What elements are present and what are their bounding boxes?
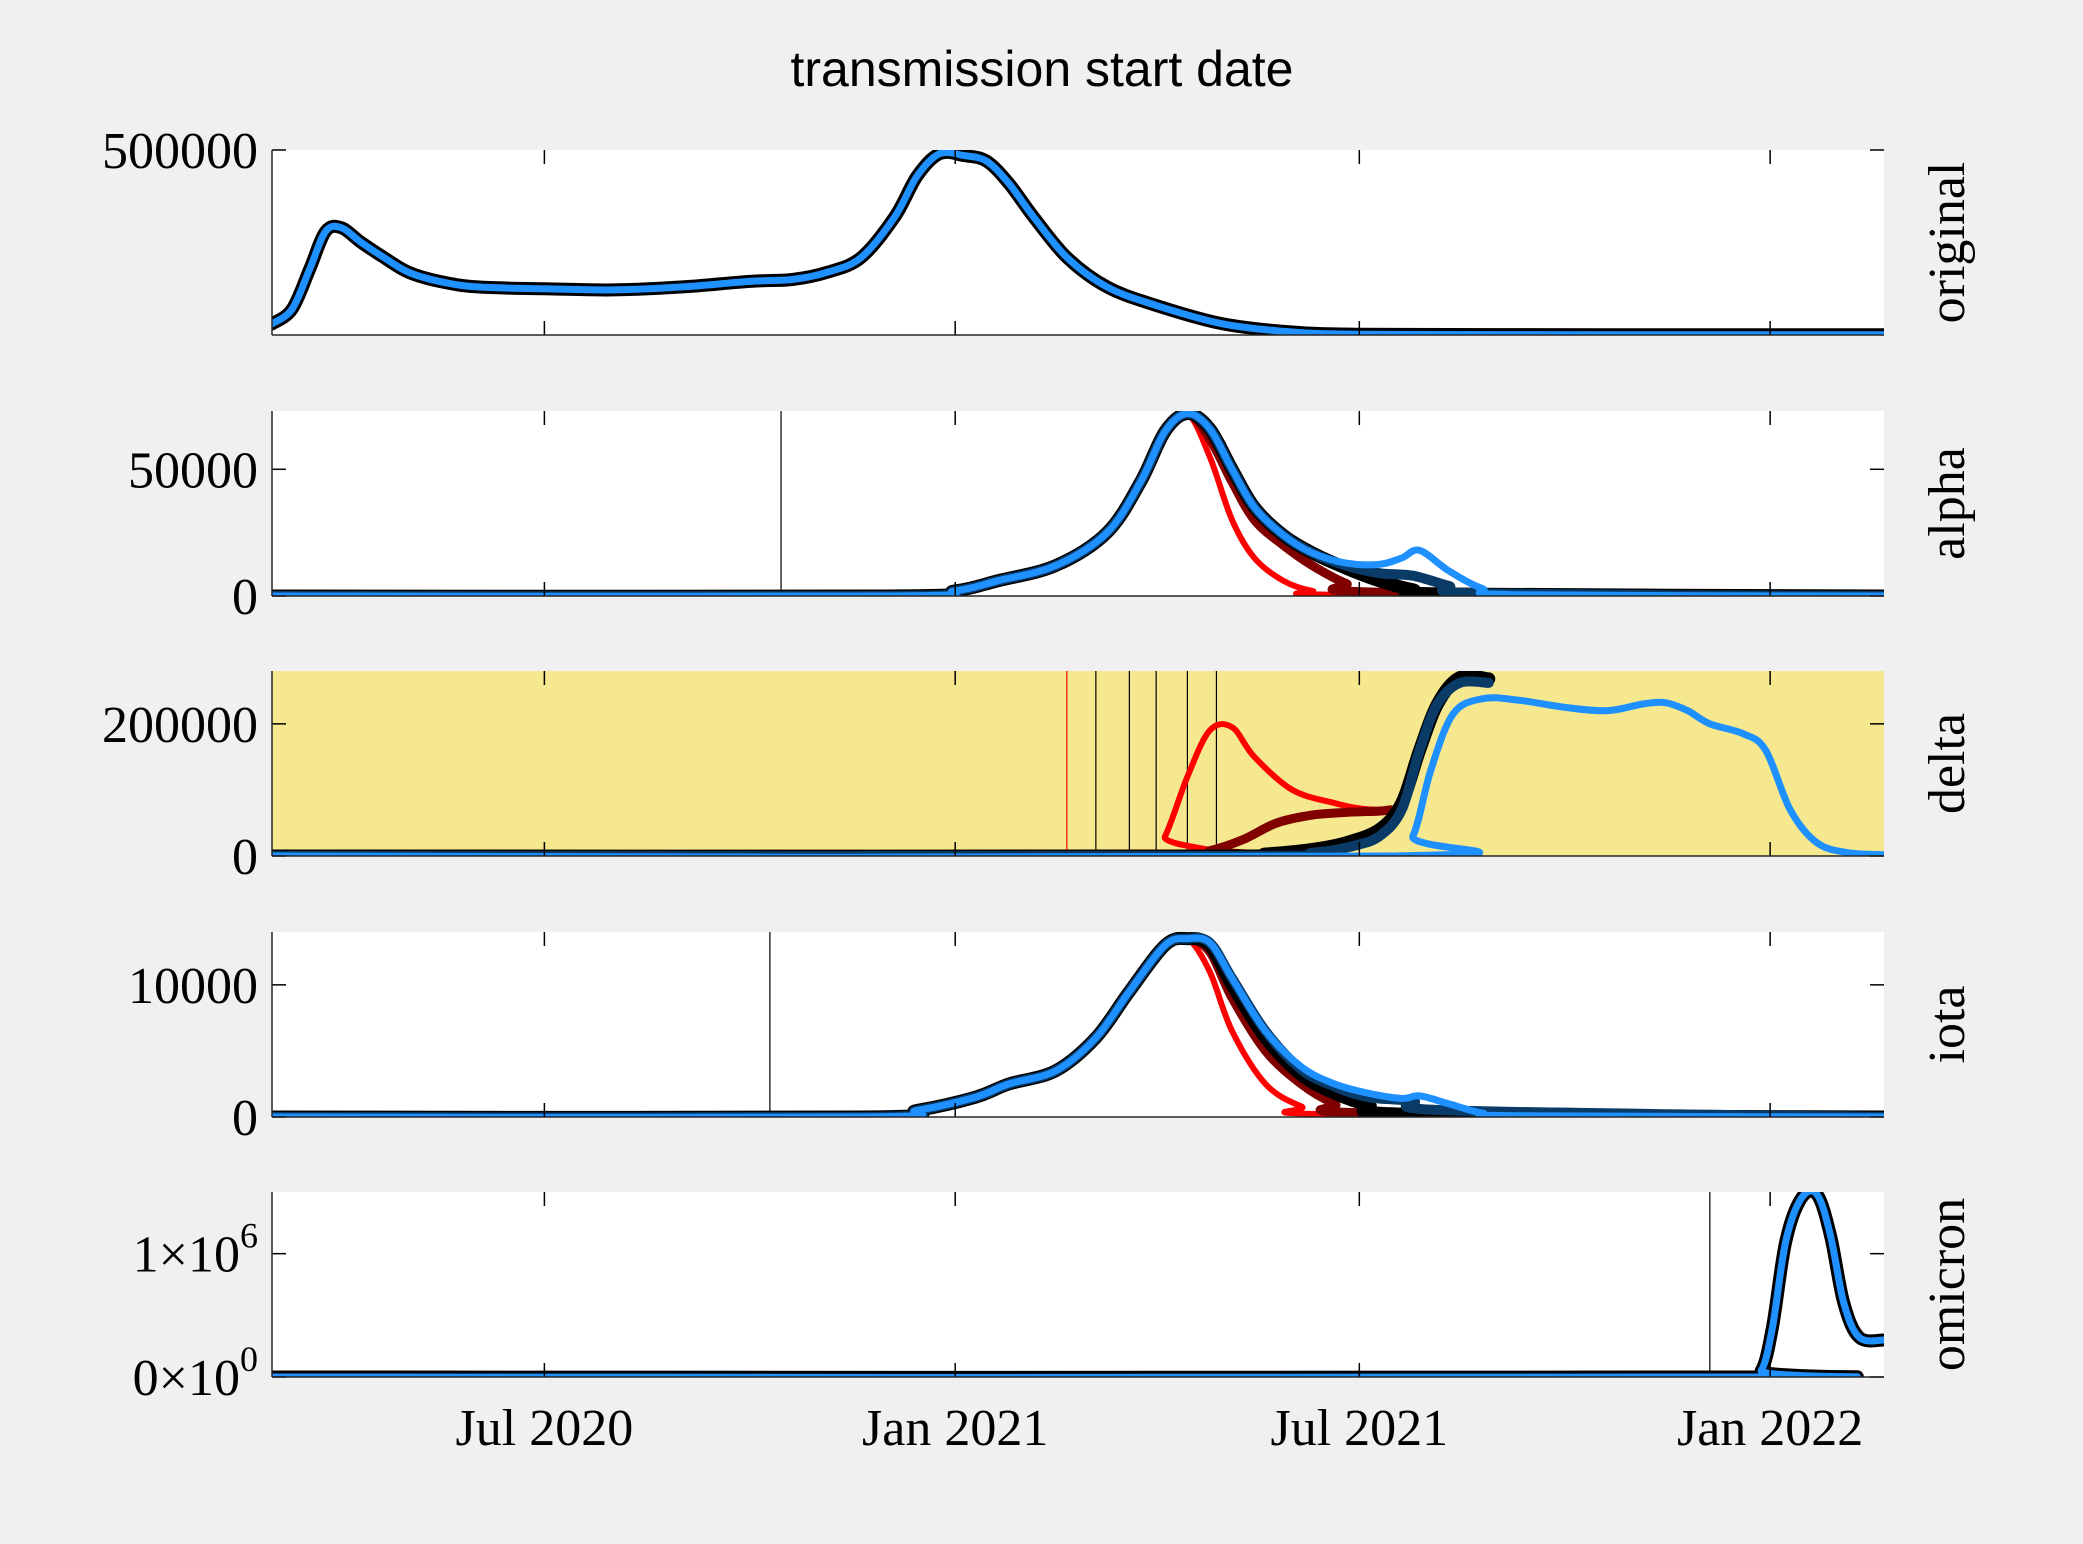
panel-omicron: 0×100 1×106 omicron [133, 1192, 1976, 1407]
panel-label-alpha: alpha [1919, 447, 1976, 560]
series-line-red [272, 721, 1394, 856]
y-tick-label: 10000 [128, 958, 258, 1015]
y-tick-label: 0 [232, 569, 258, 626]
panel-delta: 0 200000 delta [102, 671, 1976, 886]
panel-label-omicron: omicron [1919, 1198, 1976, 1371]
chart-title: transmission start date [791, 41, 1294, 97]
y-tick-label: 0×100 [133, 1339, 258, 1407]
y-tick-label: 500000 [102, 123, 258, 180]
x-tick-label: Jul 2020 [456, 1400, 634, 1457]
panel-alpha: 0 50000 alpha [128, 411, 1976, 626]
panel-original: 500000 original [102, 123, 1976, 336]
series-line-blue [272, 150, 1884, 335]
x-tick-label: Jan 2021 [862, 1400, 1048, 1457]
plot-area [272, 150, 1884, 335]
x-tick-label: Jan 2022 [1677, 1400, 1863, 1457]
series-line-blue [272, 1192, 1884, 1377]
y-tick-label: 1×106 [133, 1216, 258, 1284]
panel-background [272, 1192, 1884, 1377]
panels: 500000 original 0 50000 alpha 0 200000 delta 0 10… [102, 123, 1976, 1407]
series-line-blue [272, 411, 1884, 596]
series-line-navy [272, 676, 1494, 856]
series-line-dark_red [272, 805, 1396, 856]
panel-background [272, 411, 1884, 596]
panel-background [272, 671, 1884, 856]
plot-area [272, 1192, 1884, 1377]
panel-background [272, 932, 1884, 1117]
panel-iota: 0 10000 iota [128, 932, 1976, 1147]
plot-area [272, 932, 1884, 1117]
x-tick-label: Jul 2021 [1270, 1400, 1448, 1457]
panel-label-original: original [1919, 162, 1976, 324]
y-tick-label: 0 [232, 829, 258, 886]
y-tick-label: 200000 [102, 697, 258, 754]
series-line-blue [272, 934, 1884, 1117]
panel-label-delta: delta [1919, 713, 1976, 814]
y-tick-label: 50000 [128, 442, 258, 499]
y-tick-label: 0 [232, 1090, 258, 1147]
panel-background [272, 150, 1884, 335]
panel-label-iota: iota [1919, 986, 1976, 1064]
x-axis-tick-labels: Jul 2020 Jan 2021 Jul 2021 Jan 2022 [456, 1400, 1864, 1457]
